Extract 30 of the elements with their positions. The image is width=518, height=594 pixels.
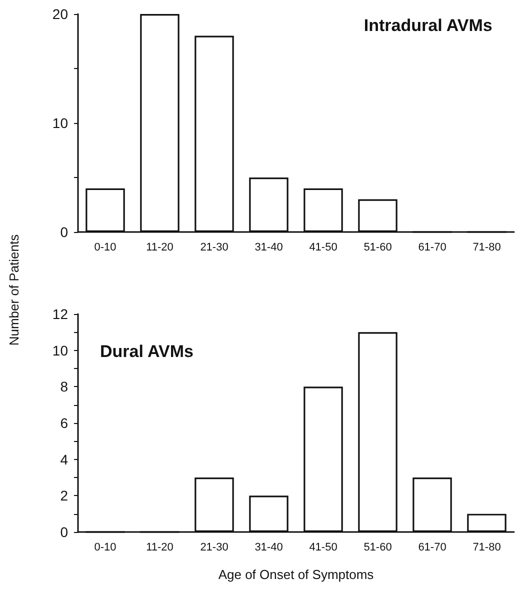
y-tick-label: 2 bbox=[60, 488, 68, 504]
y-tick-label: 6 bbox=[60, 415, 68, 431]
x-tick-label: 21-30 bbox=[200, 242, 228, 254]
y-tick-label: 0 bbox=[60, 224, 68, 240]
y-axis-title: Number of Patients bbox=[6, 234, 22, 346]
text: Dural AVMs bbox=[100, 342, 194, 361]
x-tick-label: 0-10 bbox=[94, 242, 116, 254]
y-tick-label: 20 bbox=[52, 6, 68, 22]
y-tick-label: 0 bbox=[60, 524, 68, 540]
y-tick-label: 12 bbox=[52, 306, 68, 322]
x-tick-label: 31-40 bbox=[254, 242, 283, 254]
chart-title: Intradural AVMs bbox=[364, 16, 492, 35]
y-tick-label: 8 bbox=[60, 378, 68, 395]
x-tick-label: 0-10 bbox=[94, 542, 116, 554]
x-tick-label: 61-70 bbox=[418, 242, 446, 254]
x-tick-label: 11-20 bbox=[146, 242, 174, 254]
y-tick-label: 4 bbox=[60, 451, 68, 468]
x-tick-label: 61-70 bbox=[418, 542, 446, 554]
x-tick-label: 41-50 bbox=[309, 542, 338, 554]
x-tick-label: 11-20 bbox=[146, 542, 174, 554]
x-tick-label: 41-50 bbox=[309, 242, 338, 254]
y-tick-label: 10 bbox=[52, 342, 68, 358]
x-tick-label: 21-30 bbox=[200, 542, 228, 554]
x-tick-label: 71-80 bbox=[472, 242, 501, 254]
x-axis-title: Age of Onset of Symptoms bbox=[218, 567, 374, 582]
x-tick-label: 31-40 bbox=[254, 542, 283, 554]
y-tick-label: 10 bbox=[52, 115, 68, 131]
x-tick-label: 51-60 bbox=[364, 542, 392, 554]
x-tick-label: 71-80 bbox=[472, 542, 501, 554]
x-tick-label: 51-60 bbox=[364, 242, 392, 254]
